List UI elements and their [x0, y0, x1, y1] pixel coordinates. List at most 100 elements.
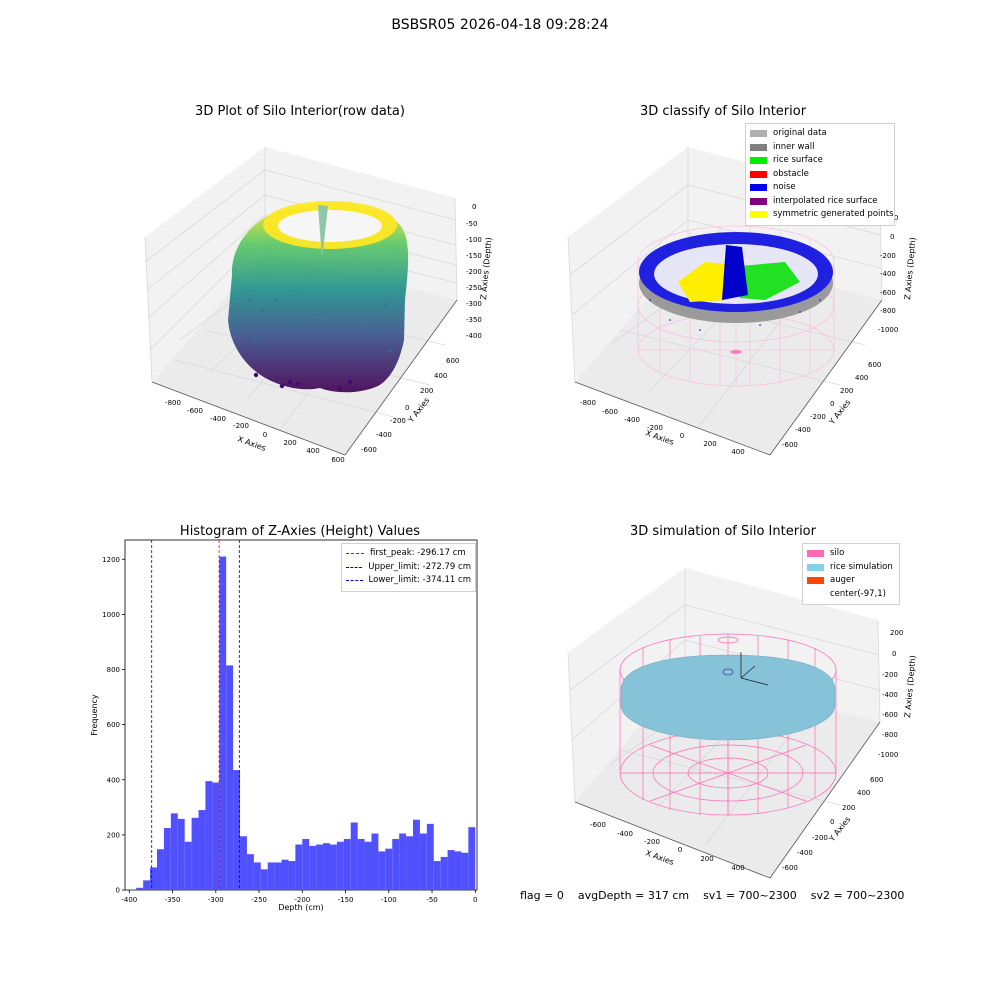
raw-ztick: -350 [466, 316, 482, 324]
classify-ytick: 600 [868, 361, 881, 369]
histogram-bar [468, 827, 476, 890]
histogram-bar [163, 827, 171, 890]
classify-ztick: -600 [880, 289, 896, 297]
histogram-xtick-label: -100 [381, 896, 397, 904]
histogram-bar [433, 861, 441, 890]
histogram-bar [378, 851, 386, 890]
classify-ztick: 0 [890, 233, 894, 241]
histogram-xtick-label: -50 [426, 896, 437, 904]
raw-xtick: -400 [210, 415, 226, 423]
raw-ytick: 200 [420, 387, 433, 395]
histogram-bar [309, 845, 317, 890]
histogram-bar [157, 849, 164, 890]
histogram-bar [364, 841, 372, 890]
simulation-xtick: -200 [644, 838, 660, 846]
classify-ytick: -600 [782, 441, 798, 449]
figure-title: BSBSR05 2026-04-18 09:28:24 [391, 17, 609, 33]
classify-ztick: -800 [880, 307, 896, 315]
status-sv1: sv1 = 700~2300 [703, 889, 797, 902]
histogram-xtick-label: -300 [208, 896, 224, 904]
raw-zlabel: Z Axies (Depth) [479, 237, 493, 300]
raw-ztick: -150 [466, 252, 482, 260]
classify-zlabel: Z Axies (Depth) [903, 237, 917, 300]
histogram-bar [316, 844, 324, 890]
histogram-bar [177, 818, 185, 890]
raw-ztick: -400 [466, 332, 482, 340]
legend-swatch [750, 184, 767, 192]
histogram-bar [413, 819, 420, 890]
classify-ytick: -200 [810, 413, 826, 421]
histogram-bar [260, 869, 268, 890]
classify-3d-plot: -800 -600 -400 -200 0 200 400 X Axies 60… [567, 147, 917, 456]
histogram-bar [226, 665, 234, 890]
legend-entry: interpolated rice surface [750, 195, 890, 209]
legend-swatch [750, 170, 767, 178]
legend-label: noise [773, 182, 796, 192]
simulation-ztick: -200 [882, 671, 898, 679]
raw-ytick: 600 [446, 357, 459, 365]
legend-label: inner wall [773, 141, 815, 152]
legend-swatch [750, 157, 767, 165]
histogram-bar [150, 867, 157, 890]
simulation-ztick: -1000 [878, 751, 898, 759]
status-avg-depth: avgDepth = 317 cm [577, 889, 690, 902]
raw-ytick: -200 [390, 417, 406, 425]
simulation-zlabel: Z Axies (Depth) [903, 655, 917, 718]
histogram-ytick-label: 800 [107, 666, 120, 674]
legend-swatch [807, 563, 824, 571]
raw-xtick: 400 [306, 447, 319, 455]
legend-entry: rice surface [750, 154, 890, 168]
histogram-bar [385, 848, 393, 890]
raw-ztick: -200 [466, 268, 482, 276]
simulation-ztick: -400 [882, 691, 898, 699]
histogram-bar [205, 781, 213, 890]
legend-entry: first_peak: -296.17 cm [346, 547, 471, 561]
histogram-bar [440, 856, 448, 890]
histogram-bar [392, 839, 400, 890]
histogram-bar [357, 839, 365, 890]
legend-swatch [807, 590, 824, 598]
simulation-ztick: -600 [882, 711, 898, 719]
simulation-ytick: -200 [812, 834, 828, 842]
histogram-bar [267, 862, 275, 890]
histogram-xtick-label: -150 [338, 896, 354, 904]
legend-entry: rice simulation [807, 561, 895, 575]
simulation-xtick: 200 [700, 855, 713, 863]
histogram-bar [281, 859, 289, 890]
histogram-bar [184, 841, 192, 890]
simulation-ytick: 0 [830, 818, 834, 826]
histogram-xtick-label: -400 [121, 896, 137, 904]
legend-line-swatch [346, 580, 363, 582]
histogram-bar [406, 836, 413, 890]
histogram-bar [246, 854, 254, 890]
histogram-xlabel: Depth (cm) [278, 903, 323, 912]
raw-ytick: -600 [361, 446, 377, 454]
legend-label: interpolated rice surface [773, 195, 878, 206]
legend-entry: noise [750, 181, 890, 195]
legend-swatch [750, 211, 767, 219]
legend-label: rice surface [773, 155, 823, 165]
legend-swatch [750, 197, 767, 205]
simulation-ytick: 400 [857, 789, 870, 797]
histogram-bar [426, 823, 434, 890]
histogram-bar [419, 833, 427, 890]
raw-ytick: -400 [376, 431, 392, 439]
status-line: flag = 0 avgDepth = 317 cm sv1 = 700~2300 s… [520, 889, 918, 902]
raw-ytick: 400 [434, 372, 447, 380]
raw-xtick: 0 [263, 431, 267, 439]
simulation-ytick: -400 [797, 849, 813, 857]
classify-ytick: 0 [830, 400, 834, 408]
legend-entry: Upper_limit: -272.79 cm [346, 561, 471, 575]
histogram-bar [350, 822, 358, 890]
classify-xtick: -800 [580, 399, 596, 407]
raw-ztick: -300 [466, 300, 482, 308]
legend-swatch [750, 143, 767, 151]
classify-xtick: 0 [680, 432, 684, 440]
legend-line-swatch [346, 566, 363, 568]
histogram-xtick-label: -250 [251, 896, 267, 904]
classify-ytick: -400 [795, 426, 811, 434]
legend-label: auger [830, 575, 855, 585]
simulation-ztick: -800 [882, 731, 898, 739]
legend-swatch [750, 130, 767, 138]
histogram-xtick-label: -350 [165, 896, 181, 904]
